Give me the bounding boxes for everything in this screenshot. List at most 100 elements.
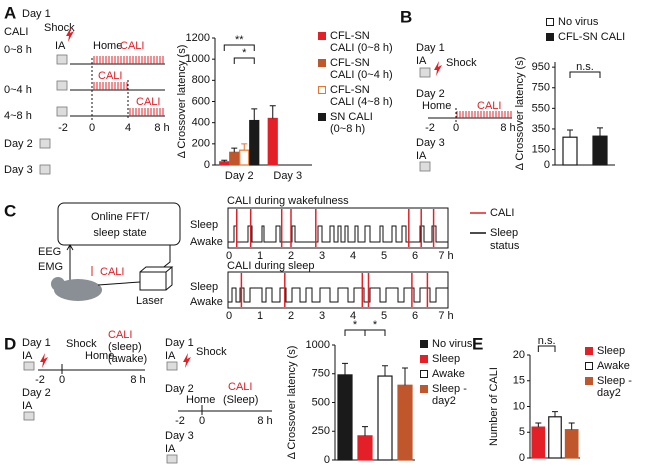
legend-swatch [318, 59, 326, 67]
label: CALI [136, 96, 160, 108]
label: Shock [44, 22, 75, 34]
x-tick-label: Day 2 [225, 170, 254, 182]
significance-bracket [233, 57, 255, 64]
mouse [51, 277, 65, 291]
legend-item: SN CALI (0~8 h) [318, 111, 396, 135]
label: Shock [66, 338, 97, 350]
error-bar [241, 143, 248, 151]
label: 4 [125, 122, 131, 134]
legend-item: CFL-SN CALI (0~8 h) [318, 30, 396, 54]
y-tick-label: 20 [513, 349, 525, 361]
bar [337, 374, 353, 461]
hour-label: 2 [288, 250, 294, 262]
trace-frame [227, 271, 449, 309]
label: Day 1 [165, 337, 194, 349]
legend-label: status [490, 240, 520, 252]
legend: No virus Sleep Awake Sleep -day2 [420, 338, 482, 410]
hour-label: 5 [381, 250, 387, 262]
label: -2 [425, 122, 435, 134]
y-tick-label: 5 [519, 426, 525, 438]
legend: No virus CFL-SN CALI [546, 16, 646, 46]
ia-icon [23, 361, 35, 371]
hour-label: 0 [226, 250, 232, 262]
ia-icon [39, 164, 51, 175]
y-tick-label: 950 [532, 61, 550, 73]
error-bar [342, 362, 348, 375]
label: Day 2 [165, 383, 194, 395]
label: CALI [108, 329, 132, 341]
label: Home [93, 40, 122, 52]
label: CALI during sleep [227, 260, 314, 272]
label: CALI [4, 26, 28, 38]
label: (sleep) [108, 341, 142, 353]
legend-item: CFL-SN CALI (0~4 h) [318, 57, 396, 81]
legend-swatch [318, 32, 326, 40]
legend-label: Sleep [597, 345, 626, 357]
y-tick-label: 10 [513, 400, 525, 412]
shock-icon [434, 61, 442, 76]
y-tick-label: 0 [544, 159, 550, 171]
legend-label: CFL-SN CALI (0~4 h) [330, 57, 393, 81]
hour-label: 1 [257, 250, 263, 262]
bar [548, 416, 562, 459]
y-axis-title: Δ Crossover latency (s) [514, 57, 526, 171]
cali-period [92, 82, 128, 90]
label: 0 [199, 415, 205, 427]
label: CALI [120, 40, 144, 52]
hour-label: 6 [412, 250, 418, 262]
label: Online FFT/ [91, 211, 150, 223]
label: Laser [136, 295, 164, 307]
x-tick-label: Day 3 [273, 170, 302, 182]
legend-swatch [585, 377, 593, 385]
panel-letter: C [4, 201, 16, 220]
significance-label: n.s. [576, 61, 594, 73]
legend-item: Sleep -day2 [420, 383, 482, 407]
legend-swatch [420, 355, 428, 363]
legend-swatch [420, 385, 428, 393]
label: Day 2 [416, 88, 445, 100]
y-tick-label: 0 [324, 454, 330, 466]
label: CALI [100, 266, 124, 278]
hour-label: 2 [288, 310, 294, 322]
ia-icon [56, 54, 68, 65]
y-tick-label: 1000 [306, 339, 330, 351]
y-tick-label: 750 [312, 368, 330, 380]
label: 0 [453, 122, 459, 134]
trace-frame [227, 207, 449, 249]
label: 4~8 h [4, 110, 32, 122]
ia-icon [56, 80, 68, 91]
legend-item: No virus [546, 16, 646, 28]
cali-period [92, 56, 165, 64]
bar [397, 384, 413, 461]
label: -2 [175, 415, 185, 427]
ia-icon [39, 138, 51, 149]
legend-swatch [546, 18, 554, 26]
label: Day 2 [4, 138, 33, 150]
ia-icon [23, 411, 35, 421]
panel-letter: D [4, 334, 16, 353]
label: Day 1 [22, 337, 51, 349]
legend-swatch [318, 86, 326, 94]
ia-icon [56, 106, 68, 117]
legend-swatch [318, 113, 326, 121]
label: Home [422, 100, 451, 112]
shock-icon [40, 353, 48, 368]
y-tick-label: 500 [312, 396, 330, 408]
hour-label: 6 [412, 310, 418, 322]
label: 8 h [257, 415, 272, 427]
label: CALI during wakefulness [227, 195, 349, 207]
bar [562, 136, 578, 166]
legend-label: Sleep [490, 227, 518, 239]
y-tick-label: 1000 [186, 53, 210, 65]
shock-icon [66, 27, 74, 42]
y-tick-label: 1200 [186, 32, 210, 44]
hour-label: 4 [350, 250, 356, 262]
legend-item: Sleep [420, 353, 482, 365]
error-bar [269, 105, 276, 119]
label: IA [416, 150, 427, 162]
error-bar [567, 129, 573, 138]
legend-label: CFL-SN CALI (4~8 h) [330, 84, 393, 108]
label: CALI [98, 70, 122, 82]
significance-label: * [353, 319, 358, 331]
